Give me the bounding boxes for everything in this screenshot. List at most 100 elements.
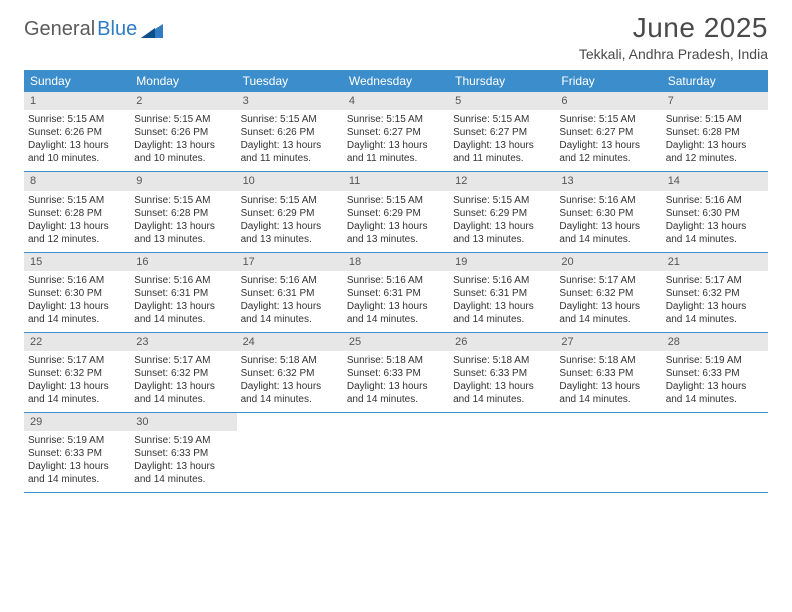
weekday-header: Thursday (449, 70, 555, 92)
daylight-line: Daylight: 13 hours and 14 minutes. (347, 300, 445, 326)
sunrise-line: Sunrise: 5:16 AM (134, 274, 232, 287)
daylight-line: Daylight: 13 hours and 14 minutes. (559, 300, 657, 326)
day-details: Sunrise: 5:17 AMSunset: 6:32 PMDaylight:… (130, 351, 236, 412)
sunset-line: Sunset: 6:33 PM (453, 367, 551, 380)
day-details: Sunrise: 5:16 AMSunset: 6:31 PMDaylight:… (343, 271, 449, 332)
day-details: Sunrise: 5:16 AMSunset: 6:30 PMDaylight:… (555, 191, 661, 252)
calendar-day-cell: 9Sunrise: 5:15 AMSunset: 6:28 PMDaylight… (130, 172, 236, 251)
calendar-week-row: 29Sunrise: 5:19 AMSunset: 6:33 PMDayligh… (24, 413, 768, 493)
day-number: 4 (343, 92, 449, 110)
sunset-line: Sunset: 6:26 PM (28, 126, 126, 139)
calendar-week-row: 8Sunrise: 5:15 AMSunset: 6:28 PMDaylight… (24, 172, 768, 252)
calendar-day-cell: 18Sunrise: 5:16 AMSunset: 6:31 PMDayligh… (343, 253, 449, 332)
calendar-day-cell: 12Sunrise: 5:15 AMSunset: 6:29 PMDayligh… (449, 172, 555, 251)
sunset-line: Sunset: 6:30 PM (559, 207, 657, 220)
sunset-line: Sunset: 6:28 PM (666, 126, 764, 139)
sunrise-line: Sunrise: 5:15 AM (241, 194, 339, 207)
sunrise-line: Sunrise: 5:16 AM (666, 194, 764, 207)
day-number: 23 (130, 333, 236, 351)
calendar-day-cell: 27Sunrise: 5:18 AMSunset: 6:33 PMDayligh… (555, 333, 661, 412)
calendar-day-cell: 20Sunrise: 5:17 AMSunset: 6:32 PMDayligh… (555, 253, 661, 332)
logo-triangle-icon (141, 22, 163, 38)
sunset-line: Sunset: 6:29 PM (241, 207, 339, 220)
sunrise-line: Sunrise: 5:15 AM (666, 113, 764, 126)
day-details: Sunrise: 5:18 AMSunset: 6:33 PMDaylight:… (555, 351, 661, 412)
weekday-header: Saturday (662, 70, 768, 92)
day-number: 7 (662, 92, 768, 110)
calendar-day-cell: 7Sunrise: 5:15 AMSunset: 6:28 PMDaylight… (662, 92, 768, 171)
daylight-line: Daylight: 13 hours and 10 minutes. (28, 139, 126, 165)
day-details: Sunrise: 5:15 AMSunset: 6:26 PMDaylight:… (237, 110, 343, 171)
calendar-day-cell: 11Sunrise: 5:15 AMSunset: 6:29 PMDayligh… (343, 172, 449, 251)
daylight-line: Daylight: 13 hours and 14 minutes. (559, 380, 657, 406)
logo-word-2: Blue (97, 18, 137, 41)
day-number: 20 (555, 253, 661, 271)
day-number: 16 (130, 253, 236, 271)
calendar-day-cell: 6Sunrise: 5:15 AMSunset: 6:27 PMDaylight… (555, 92, 661, 171)
daylight-line: Daylight: 13 hours and 11 minutes. (453, 139, 551, 165)
sunrise-line: Sunrise: 5:19 AM (134, 434, 232, 447)
logo: GeneralBlue (24, 18, 163, 41)
sunset-line: Sunset: 6:33 PM (666, 367, 764, 380)
day-number: 17 (237, 253, 343, 271)
day-number: 1 (24, 92, 130, 110)
day-number: 13 (555, 172, 661, 190)
sunset-line: Sunset: 6:28 PM (134, 207, 232, 220)
calendar-week-row: 22Sunrise: 5:17 AMSunset: 6:32 PMDayligh… (24, 333, 768, 413)
calendar-day-cell: 22Sunrise: 5:17 AMSunset: 6:32 PMDayligh… (24, 333, 130, 412)
sunrise-line: Sunrise: 5:15 AM (453, 194, 551, 207)
day-details: Sunrise: 5:15 AMSunset: 6:27 PMDaylight:… (343, 110, 449, 171)
calendar-week-row: 15Sunrise: 5:16 AMSunset: 6:30 PMDayligh… (24, 253, 768, 333)
sunset-line: Sunset: 6:26 PM (241, 126, 339, 139)
calendar-day-cell: 30Sunrise: 5:19 AMSunset: 6:33 PMDayligh… (130, 413, 236, 492)
calendar-grid: SundayMondayTuesdayWednesdayThursdayFrid… (24, 70, 768, 493)
sunrise-line: Sunrise: 5:18 AM (347, 354, 445, 367)
calendar-day-cell: 8Sunrise: 5:15 AMSunset: 6:28 PMDaylight… (24, 172, 130, 251)
day-details: Sunrise: 5:15 AMSunset: 6:29 PMDaylight:… (237, 191, 343, 252)
calendar-week-row: 1Sunrise: 5:15 AMSunset: 6:26 PMDaylight… (24, 92, 768, 172)
day-details: Sunrise: 5:15 AMSunset: 6:26 PMDaylight:… (24, 110, 130, 171)
calendar-day-cell: 10Sunrise: 5:15 AMSunset: 6:29 PMDayligh… (237, 172, 343, 251)
sunrise-line: Sunrise: 5:19 AM (666, 354, 764, 367)
sunrise-line: Sunrise: 5:15 AM (28, 194, 126, 207)
calendar-day-cell (662, 413, 768, 492)
sunrise-line: Sunrise: 5:18 AM (453, 354, 551, 367)
weekday-header: Sunday (24, 70, 130, 92)
daylight-line: Daylight: 13 hours and 14 minutes. (559, 220, 657, 246)
day-number: 27 (555, 333, 661, 351)
calendar-day-cell: 19Sunrise: 5:16 AMSunset: 6:31 PMDayligh… (449, 253, 555, 332)
day-details: Sunrise: 5:18 AMSunset: 6:33 PMDaylight:… (343, 351, 449, 412)
calendar-day-cell: 5Sunrise: 5:15 AMSunset: 6:27 PMDaylight… (449, 92, 555, 171)
sunset-line: Sunset: 6:33 PM (559, 367, 657, 380)
sunset-line: Sunset: 6:27 PM (559, 126, 657, 139)
daylight-line: Daylight: 13 hours and 11 minutes. (241, 139, 339, 165)
sunset-line: Sunset: 6:32 PM (134, 367, 232, 380)
sunrise-line: Sunrise: 5:18 AM (241, 354, 339, 367)
calendar-day-cell (343, 413, 449, 492)
weekday-header: Friday (555, 70, 661, 92)
daylight-line: Daylight: 13 hours and 14 minutes. (134, 300, 232, 326)
sunrise-line: Sunrise: 5:15 AM (453, 113, 551, 126)
page-header: GeneralBlue June 2025 Tekkali, Andhra Pr… (24, 12, 768, 62)
sunrise-line: Sunrise: 5:15 AM (241, 113, 339, 126)
day-details: Sunrise: 5:17 AMSunset: 6:32 PMDaylight:… (24, 351, 130, 412)
calendar-day-cell: 16Sunrise: 5:16 AMSunset: 6:31 PMDayligh… (130, 253, 236, 332)
sunrise-line: Sunrise: 5:16 AM (559, 194, 657, 207)
month-title: June 2025 (579, 12, 768, 44)
daylight-line: Daylight: 13 hours and 12 minutes. (559, 139, 657, 165)
day-details: Sunrise: 5:19 AMSunset: 6:33 PMDaylight:… (662, 351, 768, 412)
sunset-line: Sunset: 6:32 PM (559, 287, 657, 300)
sunset-line: Sunset: 6:33 PM (28, 447, 126, 460)
day-number: 3 (237, 92, 343, 110)
day-details: Sunrise: 5:15 AMSunset: 6:28 PMDaylight:… (130, 191, 236, 252)
calendar-day-cell: 21Sunrise: 5:17 AMSunset: 6:32 PMDayligh… (662, 253, 768, 332)
daylight-line: Daylight: 13 hours and 14 minutes. (666, 300, 764, 326)
calendar-day-cell: 23Sunrise: 5:17 AMSunset: 6:32 PMDayligh… (130, 333, 236, 412)
day-number: 10 (237, 172, 343, 190)
sunset-line: Sunset: 6:30 PM (666, 207, 764, 220)
calendar-day-cell: 14Sunrise: 5:16 AMSunset: 6:30 PMDayligh… (662, 172, 768, 251)
daylight-line: Daylight: 13 hours and 14 minutes. (241, 380, 339, 406)
day-number: 22 (24, 333, 130, 351)
sunrise-line: Sunrise: 5:17 AM (28, 354, 126, 367)
daylight-line: Daylight: 13 hours and 14 minutes. (28, 460, 126, 486)
